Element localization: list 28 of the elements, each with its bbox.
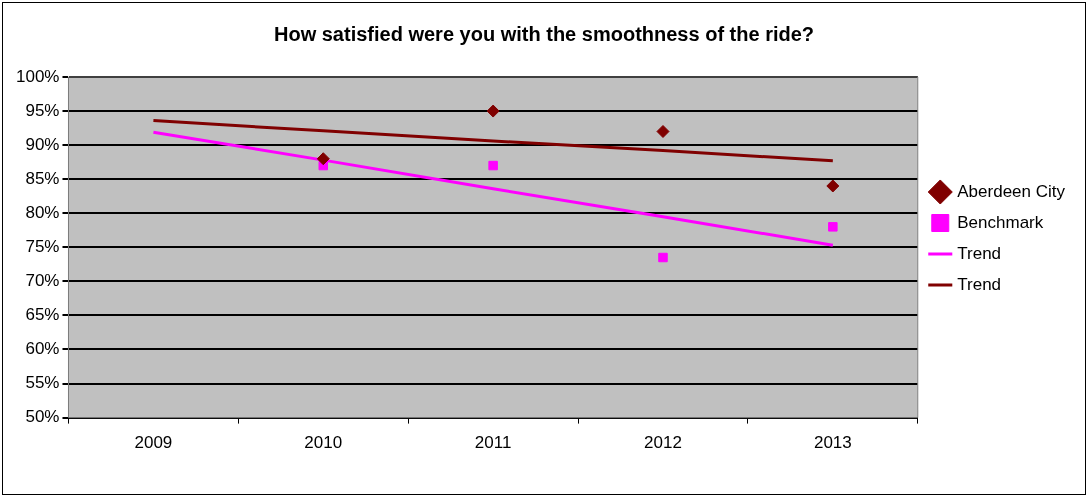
- point: [486, 104, 500, 118]
- y-tick-label: 55%: [25, 373, 60, 393]
- y-tick-label: 80%: [25, 202, 60, 222]
- y-tick-label: 65%: [25, 305, 60, 325]
- point: [658, 252, 668, 263]
- x-tick-label: 2010: [304, 433, 343, 453]
- y-tick-label: 95%: [25, 100, 60, 120]
- x-tick-label: 2012: [644, 433, 682, 453]
- legend-label: Aberdeen City: [957, 181, 1066, 201]
- point: [488, 160, 498, 171]
- legend-label: Benchmark: [957, 212, 1044, 232]
- y-tick-label: 85%: [25, 168, 60, 188]
- chart-title: How satisfied were you with the smoothness of the ride?: [273, 22, 815, 45]
- y-tick-label: 90%: [25, 134, 60, 154]
- y-tick-label: 75%: [25, 236, 60, 256]
- legend-label: Trend: [957, 243, 1002, 263]
- legend-label: Trend: [957, 274, 1002, 294]
- point: [656, 125, 670, 138]
- x-tick-label: 2011: [474, 433, 512, 453]
- x-tick-label: 2013: [813, 433, 852, 453]
- x-tick-label: 2009: [134, 433, 173, 453]
- point: [316, 152, 330, 166]
- y-tick-label: 60%: [25, 339, 60, 359]
- y-tick-label: 50%: [25, 407, 60, 427]
- point: [826, 179, 840, 193]
- y-tick-label: 100%: [16, 66, 60, 86]
- y-tick-label: 70%: [25, 271, 60, 291]
- point: [828, 222, 838, 232]
